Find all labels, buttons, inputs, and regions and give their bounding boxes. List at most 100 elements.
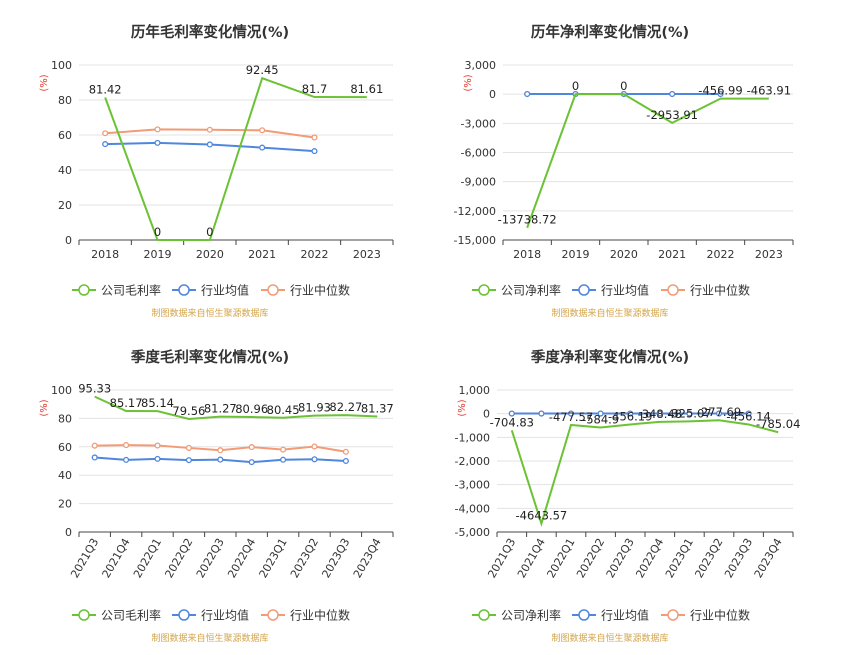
data-point (311, 456, 318, 463)
y-tick-label: 100 (51, 384, 72, 397)
legend-item-2[interactable]: 行业中位数 (261, 283, 350, 298)
data-label: 95.33 (78, 382, 111, 396)
data-label: -13738.72 (498, 213, 557, 227)
x-tick-label: 2021Q4 (515, 536, 548, 580)
y-tick-label: 3,000 (465, 59, 497, 72)
y-tick-label: -2,000 (455, 455, 490, 468)
data-point (311, 134, 318, 141)
y-tick-label: -5,000 (455, 526, 490, 539)
data-label: -785.04 (756, 417, 800, 431)
legend-item-0[interactable]: 公司毛利率 (72, 608, 161, 623)
data-label: -477.57 (549, 410, 593, 424)
legend-item-0[interactable]: 公司净利率 (472, 283, 561, 298)
data-point (656, 410, 663, 417)
legend-circle-icon (267, 609, 279, 621)
data-label: -704.83 (490, 415, 534, 429)
data-point (745, 410, 752, 417)
data-point (123, 456, 130, 463)
data-label: 81.27 (204, 402, 237, 416)
x-tick-label: 2023Q3 (722, 536, 755, 580)
data-point (259, 127, 266, 134)
data-point (123, 442, 130, 449)
legend-label: 公司净利率 (501, 283, 561, 298)
legend-label: 公司净利率 (501, 608, 561, 623)
x-tick-label: 2020 (610, 248, 638, 261)
data-label: 92.45 (246, 63, 279, 77)
legend-item-1[interactable]: 行业均值 (572, 608, 649, 623)
y-tick-label: -4,000 (455, 502, 490, 515)
data-point (185, 457, 192, 464)
chart-title: 历年净利率变化情况(%) (531, 23, 689, 41)
series-line-0 (104, 76, 367, 241)
data-point (717, 90, 724, 98)
y-tick-label: -6,000 (461, 147, 496, 160)
y-tick-label: 80 (58, 94, 72, 107)
x-tick-label: 2021 (248, 248, 276, 261)
y-tick-label: -1,000 (455, 431, 490, 444)
source-note: 制图数据来自恒生聚源数据库 (551, 307, 668, 319)
data-label: 0 (572, 79, 579, 93)
data-point (217, 447, 224, 454)
data-label: 85.17 (110, 396, 143, 410)
data-point (91, 454, 98, 461)
y-tick-label: 0 (483, 408, 490, 421)
data-point (280, 446, 287, 453)
data-label: 81.93 (298, 401, 331, 415)
legend-item-1[interactable]: 行业均值 (172, 608, 249, 623)
legend-item-2[interactable]: 行业中位数 (261, 608, 350, 623)
legend-item-0[interactable]: 公司毛利率 (72, 283, 161, 298)
x-tick-label: 2018 (513, 248, 541, 261)
data-point (206, 141, 213, 148)
data-point (686, 410, 693, 417)
y-unit-label: (%) (457, 399, 468, 416)
legend-item-0[interactable]: 公司净利率 (472, 608, 561, 623)
y-tick-label: 40 (58, 469, 72, 482)
data-label: -456.99 (698, 84, 742, 98)
y-tick-label: 20 (58, 498, 72, 511)
x-tick-label: 2023 (755, 248, 783, 261)
data-label: -584.9 (582, 413, 619, 427)
data-label: 81.37 (361, 401, 394, 415)
x-tick-label: 2021Q3 (485, 536, 518, 580)
legend-item-1[interactable]: 行业均值 (572, 283, 649, 298)
legend-label: 行业均值 (601, 283, 649, 298)
x-tick-label: 2022 (707, 248, 735, 261)
legend-label: 行业中位数 (290, 283, 350, 298)
legend-circle-icon (178, 284, 190, 296)
data-label: 79.56 (172, 404, 205, 418)
legend-circle-icon (578, 609, 590, 621)
legend-item-2[interactable]: 行业中位数 (661, 608, 750, 623)
data-point (524, 90, 531, 98)
legend-circle-icon (478, 284, 490, 296)
source-note: 制图数据来自恒生聚源数据库 (151, 307, 268, 319)
legend-label: 公司毛利率 (101, 283, 161, 298)
series-line-0 (526, 93, 769, 229)
x-tick-label: 2021Q3 (68, 536, 101, 580)
legend-item-1[interactable]: 行业均值 (172, 283, 249, 298)
data-point (102, 141, 109, 148)
data-point (715, 410, 723, 417)
data-label: 81.61 (350, 82, 383, 96)
data-point (567, 410, 575, 417)
y-tick-label: 20 (58, 199, 72, 212)
data-point (217, 456, 224, 463)
data-label: 82.27 (329, 400, 362, 414)
x-tick-label: 2023Q4 (351, 536, 384, 580)
y-tick-label: -9,000 (461, 176, 496, 189)
data-point (508, 410, 515, 417)
y-tick-label: 60 (58, 441, 72, 454)
x-tick-label: 2021 (658, 248, 686, 261)
data-label: -277.69 (697, 405, 741, 419)
legend-item-2[interactable]: 行业中位数 (661, 283, 750, 298)
x-tick-label: 2022Q1 (545, 536, 578, 580)
y-tick-label: 1,000 (459, 384, 491, 397)
x-tick-label: 2019 (562, 248, 590, 261)
series-line-0 (510, 419, 779, 527)
data-label: -325.07 (667, 406, 711, 420)
data-label: -4643.57 (516, 509, 568, 523)
data-point (154, 442, 161, 449)
chart-title: 季度净利率变化情况(%) (531, 348, 689, 366)
x-tick-label: 2020 (196, 248, 224, 261)
data-label: -456.14 (726, 409, 770, 423)
x-tick-label: 2022 (301, 248, 329, 261)
